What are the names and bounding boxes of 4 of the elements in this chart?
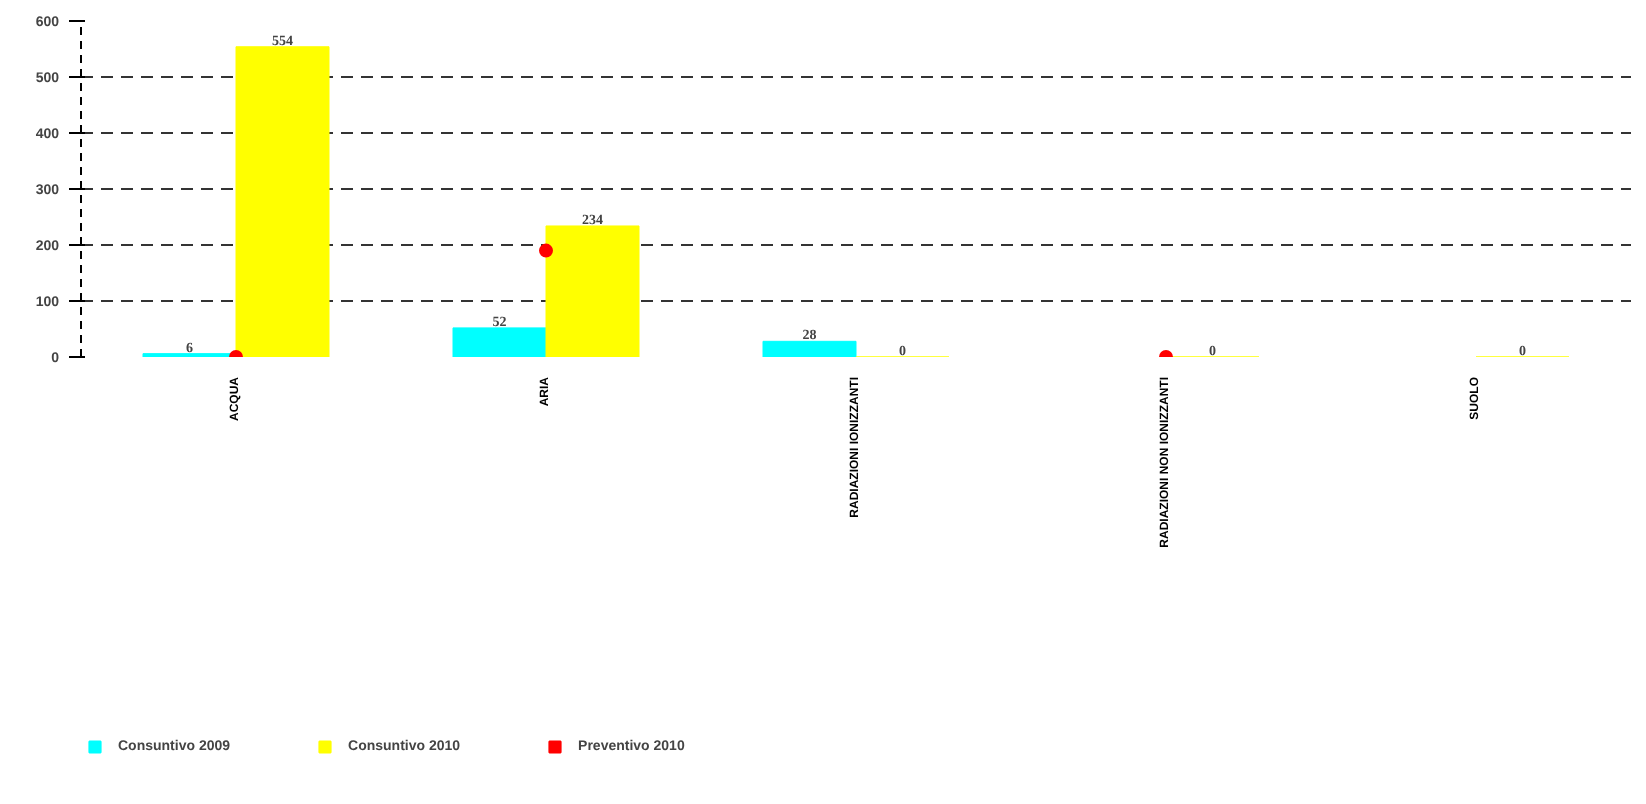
bar [235,46,330,357]
bar [545,225,640,357]
bar [762,340,857,357]
bar [452,327,547,357]
